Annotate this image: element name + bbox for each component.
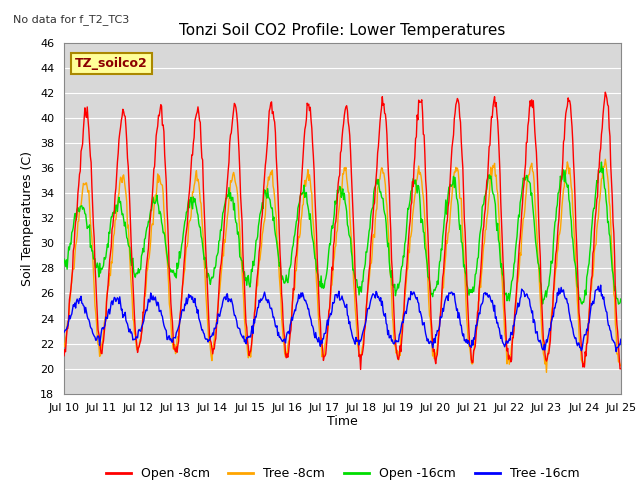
Legend: Open -8cm, Tree -8cm, Open -16cm, Tree -16cm: Open -8cm, Tree -8cm, Open -16cm, Tree -… <box>100 462 584 480</box>
Text: No data for f_T2_TC3: No data for f_T2_TC3 <box>13 14 129 25</box>
Text: TZ_soilco2: TZ_soilco2 <box>75 57 148 70</box>
Y-axis label: Soil Temperatures (C): Soil Temperatures (C) <box>22 151 35 286</box>
X-axis label: Time: Time <box>327 415 358 428</box>
Title: Tonzi Soil CO2 Profile: Lower Temperatures: Tonzi Soil CO2 Profile: Lower Temperatur… <box>179 23 506 38</box>
